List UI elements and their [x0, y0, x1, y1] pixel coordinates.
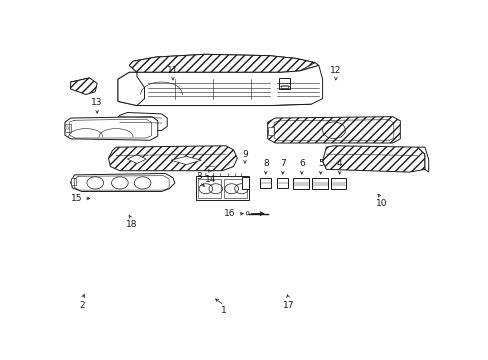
Text: 18: 18	[125, 220, 137, 229]
Bar	[280, 85, 287, 88]
Text: 9: 9	[242, 150, 247, 158]
Polygon shape	[171, 156, 201, 165]
Bar	[198, 179, 221, 198]
Text: 1: 1	[221, 306, 226, 315]
Bar	[114, 119, 119, 121]
Bar	[279, 78, 289, 89]
Bar	[293, 177, 308, 189]
Bar	[114, 122, 119, 123]
Bar	[195, 176, 248, 200]
Text: 8: 8	[263, 159, 268, 168]
Bar	[276, 178, 287, 188]
Polygon shape	[129, 54, 314, 72]
Polygon shape	[322, 146, 424, 172]
Text: 17: 17	[282, 301, 294, 310]
Text: 12: 12	[329, 66, 341, 75]
Polygon shape	[416, 147, 428, 172]
Bar	[70, 178, 76, 185]
Text: 6: 6	[298, 159, 304, 168]
Text: 11: 11	[167, 66, 178, 75]
Polygon shape	[65, 117, 158, 140]
Polygon shape	[129, 54, 318, 72]
Text: 10: 10	[375, 199, 386, 208]
Text: 14: 14	[204, 175, 216, 184]
Bar	[65, 127, 69, 129]
Text: 15: 15	[70, 194, 82, 203]
Bar	[65, 124, 71, 132]
Polygon shape	[118, 72, 144, 105]
Text: 3: 3	[196, 172, 202, 181]
Bar	[267, 127, 274, 135]
Polygon shape	[245, 212, 248, 215]
Polygon shape	[127, 155, 146, 163]
Bar	[224, 179, 246, 198]
Text: 16: 16	[224, 209, 235, 218]
Text: 2: 2	[79, 301, 84, 310]
Bar	[114, 125, 119, 126]
Text: 5: 5	[317, 159, 323, 168]
Polygon shape	[118, 66, 322, 105]
Polygon shape	[70, 174, 175, 192]
Bar	[331, 177, 346, 189]
Text: 4: 4	[336, 159, 342, 168]
Polygon shape	[114, 112, 167, 131]
Text: 13: 13	[91, 98, 102, 107]
Text: 7: 7	[279, 159, 285, 168]
Bar	[241, 177, 248, 189]
Bar	[259, 178, 270, 188]
Polygon shape	[70, 78, 97, 94]
Polygon shape	[205, 162, 213, 171]
Polygon shape	[267, 117, 400, 143]
Polygon shape	[108, 146, 237, 171]
Bar	[312, 177, 327, 189]
